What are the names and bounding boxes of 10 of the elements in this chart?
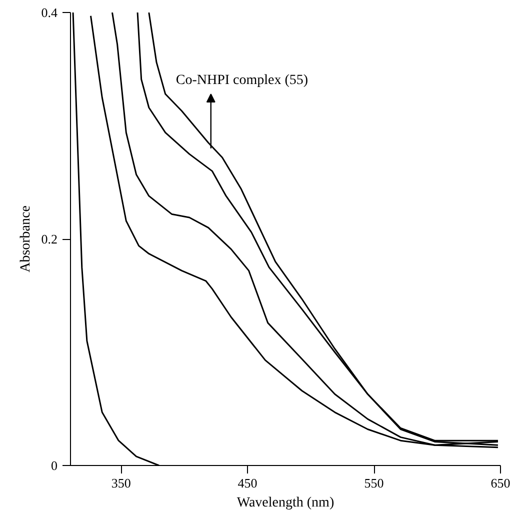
x-tick-label: 450	[238, 476, 258, 490]
x-tick-label: 350	[111, 476, 131, 490]
y-tick-label: 0.2	[41, 232, 58, 246]
y-axis-title: Absorbance	[18, 206, 34, 272]
y-tick-label: 0.4	[41, 5, 58, 20]
x-tick-label: 650	[490, 476, 510, 490]
y-tick-label: 0	[51, 458, 58, 473]
annotation: Co-NHPI complex (55)	[176, 73, 308, 88]
x-axis-title: Wavelength (nm)	[236, 496, 334, 510]
x-tick-label: 550	[364, 476, 384, 490]
